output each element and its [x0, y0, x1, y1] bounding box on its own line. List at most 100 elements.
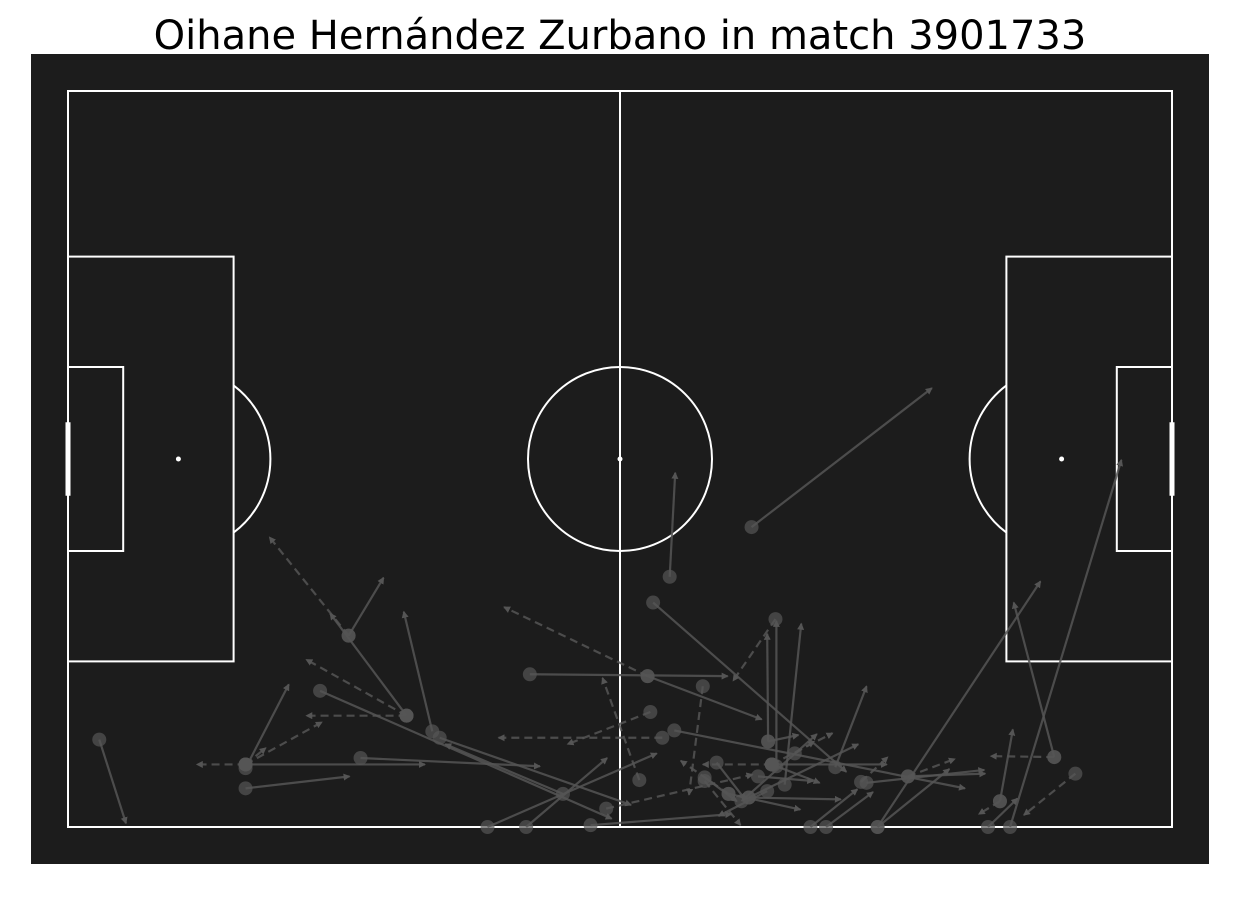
- pass-origin-point: [399, 708, 414, 723]
- pass-line: [98, 739, 128, 825]
- pass-line: [601, 677, 641, 781]
- pass: [777, 622, 805, 792]
- pass-line: [1009, 458, 1124, 828]
- pass-origin-point: [803, 820, 818, 834]
- pass: [1003, 458, 1124, 834]
- pass: [900, 769, 987, 784]
- pass: [686, 679, 710, 796]
- pass-origin-point: [828, 760, 843, 775]
- pass-line: [907, 770, 987, 778]
- pass-origin-point: [555, 786, 570, 801]
- pass: [566, 705, 658, 746]
- pass: [353, 751, 541, 770]
- pass: [583, 811, 733, 833]
- pass-line: [703, 780, 742, 826]
- pass-origin-point: [900, 769, 915, 784]
- pass: [480, 752, 658, 834]
- pass: [1011, 601, 1062, 765]
- pass-origin-point: [697, 774, 712, 788]
- pass-line: [763, 632, 771, 742]
- pass-line: [686, 686, 704, 796]
- pass: [601, 677, 647, 788]
- pass-origin-point: [353, 751, 368, 765]
- pass-line: [668, 471, 679, 577]
- pass: [1023, 766, 1083, 816]
- pass-line: [674, 729, 966, 791]
- pass-origin-point: [744, 520, 759, 535]
- pass-line: [503, 606, 649, 678]
- pass: [238, 747, 267, 772]
- pass-origin-point: [238, 781, 253, 796]
- pass-line: [439, 736, 632, 807]
- center-spot: [617, 456, 623, 462]
- pass-line: [487, 752, 658, 829]
- pass-line: [750, 387, 933, 528]
- pass: [819, 791, 874, 834]
- pass: [870, 768, 951, 834]
- pass-line: [329, 612, 408, 717]
- pass-origin-point: [859, 775, 874, 790]
- pass-line: [401, 610, 434, 732]
- left-penalty-spot: [175, 456, 181, 462]
- pass-line: [715, 761, 746, 801]
- pass-origin-point: [721, 786, 736, 801]
- pass: [305, 708, 414, 723]
- pass: [981, 797, 1019, 834]
- center-circle: [527, 366, 713, 552]
- pass: [667, 723, 966, 791]
- pass-line: [566, 710, 651, 746]
- pass-origin-point: [522, 667, 537, 682]
- pass: [697, 774, 742, 826]
- pass-origin-point: [709, 755, 724, 770]
- pass-line: [783, 622, 805, 785]
- pass-origin-point: [1068, 766, 1083, 781]
- pass-line: [305, 658, 408, 717]
- pass: [599, 772, 754, 816]
- pass-origin-point: [646, 595, 661, 610]
- pass: [769, 619, 784, 774]
- chart-title: Oihane Hernández Zurbano in match 390173…: [153, 13, 1087, 59]
- pass: [744, 387, 933, 535]
- pass-origin-point: [519, 820, 534, 834]
- pass-line: [245, 773, 351, 790]
- right-penalty-arc: [968, 384, 1008, 534]
- pass: [803, 788, 859, 834]
- pass-line: [989, 752, 1055, 760]
- pass-layer: [92, 387, 1124, 834]
- pass-line: [245, 721, 323, 766]
- pass: [787, 740, 815, 761]
- pass-origin-point: [655, 730, 670, 745]
- pass-origin-point: [981, 820, 995, 834]
- pass-origin-point: [1003, 820, 1018, 834]
- pass-line: [1023, 772, 1077, 816]
- pass-origin-point: [480, 820, 495, 834]
- pass: [497, 730, 670, 745]
- pass-origin-point: [662, 569, 677, 584]
- pass-line: [748, 795, 842, 803]
- pass-line: [998, 728, 1016, 802]
- pass-origin-point: [583, 818, 598, 833]
- pass-line: [771, 732, 834, 766]
- pass: [503, 606, 655, 684]
- pass-origin-point: [313, 683, 328, 698]
- pass-line: [1011, 601, 1056, 758]
- pass-origin-point: [1047, 750, 1062, 765]
- pass-origin-point: [751, 769, 765, 784]
- pass-line: [809, 788, 859, 828]
- pass-line: [244, 683, 290, 769]
- pass-line: [907, 757, 956, 778]
- pass: [709, 755, 746, 801]
- pass: [92, 732, 128, 825]
- pass-line: [347, 576, 385, 637]
- pass-origin-point: [777, 777, 792, 792]
- pass-line: [647, 675, 763, 721]
- pass: [522, 667, 729, 682]
- right-penalty-spot: [1059, 456, 1065, 462]
- pass-line: [834, 685, 868, 768]
- pass-line: [717, 790, 768, 817]
- pass: [662, 471, 679, 584]
- pass-origin-point: [92, 732, 107, 747]
- pass: [717, 784, 775, 817]
- pass-origin-point: [632, 773, 647, 788]
